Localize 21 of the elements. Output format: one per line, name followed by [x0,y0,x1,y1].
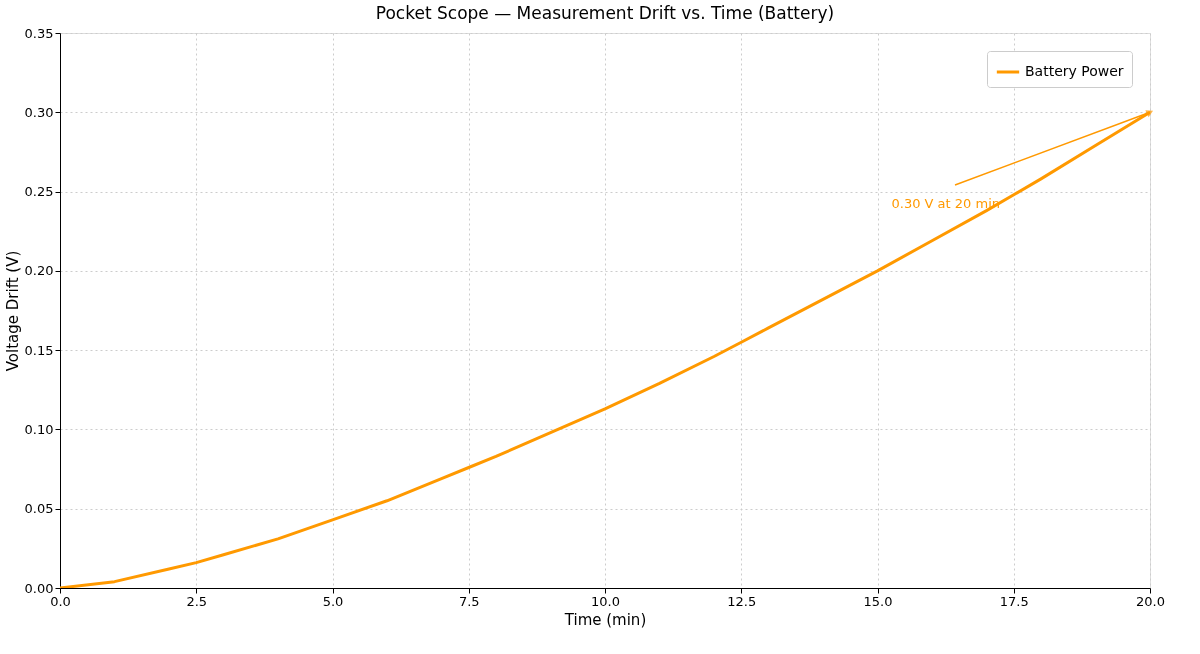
x-tick-label: 2.5 [186,593,208,609]
y-tick-label: 0.00 [24,580,54,596]
x-tick-label: 20.0 [1136,593,1165,609]
y-tick-label: 0.10 [24,421,54,437]
x-tick-label: 7.5 [458,593,480,609]
y-tick-label: 0.25 [24,184,54,200]
y-tick-label: 0.15 [24,342,54,358]
x-tick-label: 5.0 [322,593,344,609]
y-tick-label: 0.30 [24,104,54,120]
y-tick-label: 0.20 [24,263,54,279]
chart-title: Pocket Scope — Measurement Drift vs. Time (Battery) [375,3,835,23]
y-tick-label: 0.05 [24,501,54,517]
x-axis-title: Time (min) [563,610,647,629]
x-tick-label: 12.5 [727,593,757,609]
legend-label: Battery Power [1025,63,1124,79]
y-axis-title: Voltage Drift (V) [3,250,22,372]
x-tick-label: 17.5 [999,593,1029,609]
x-tick-label: 0.0 [50,593,71,609]
y-tick-label: 0.35 [24,25,54,41]
x-tick-label: 10.0 [591,593,620,609]
x-tick-label: 15.0 [863,593,893,609]
